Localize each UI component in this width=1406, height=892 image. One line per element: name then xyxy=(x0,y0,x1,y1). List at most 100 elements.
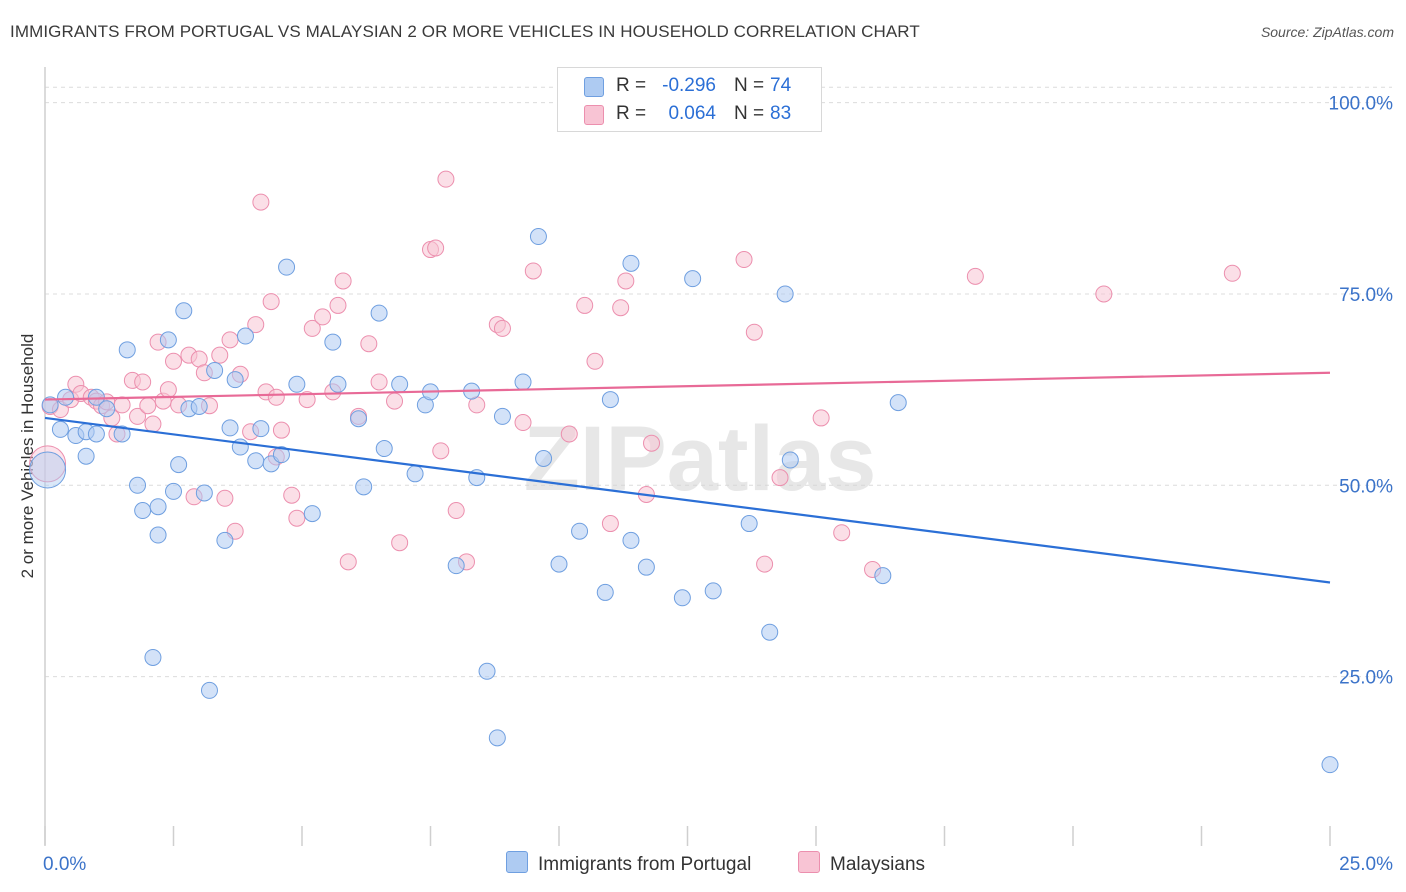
portugal-point xyxy=(288,375,306,393)
portugal-point xyxy=(406,465,424,483)
malaysians-point xyxy=(129,407,147,425)
series-swatch-blue xyxy=(506,851,528,873)
malaysians-point xyxy=(1095,285,1113,303)
portugal-point xyxy=(488,729,506,747)
legend-r-label: R = xyxy=(616,103,647,124)
malaysians-point xyxy=(617,272,635,290)
legend-n-value: 74 xyxy=(770,75,792,96)
portugal-point xyxy=(704,582,722,600)
portugal-point xyxy=(144,648,162,666)
malaysians-point xyxy=(134,373,152,391)
portugal-point xyxy=(622,254,640,272)
legend-n-value: 83 xyxy=(770,103,792,124)
malaysians-point xyxy=(437,170,455,188)
malaysians-point xyxy=(144,415,162,433)
portugal-point xyxy=(370,304,388,322)
legend-r-value: -0.296 xyxy=(662,75,716,96)
legend-n-label: N = xyxy=(734,103,765,124)
malaysians-point xyxy=(771,469,789,487)
malaysians-point xyxy=(514,414,532,432)
portugal-point xyxy=(87,425,105,443)
portugal-point xyxy=(200,681,218,699)
portugal-point xyxy=(206,361,224,379)
portugal-points xyxy=(29,228,1339,774)
malaysians-point xyxy=(812,409,830,427)
portugal-point xyxy=(493,407,511,425)
series-label-portugal: Immigrants from Portugal xyxy=(538,854,752,875)
portugal-point xyxy=(247,452,265,470)
malaysians-point xyxy=(216,489,234,507)
portugal-point xyxy=(165,482,182,500)
portugal-point xyxy=(1321,756,1339,774)
portugal-point xyxy=(113,425,131,443)
series-legend-portugal: Immigrants from Portugal xyxy=(506,851,751,876)
malaysians-point xyxy=(612,299,630,317)
malaysians-point xyxy=(370,373,388,391)
portugal-point xyxy=(303,505,321,523)
portugal-point xyxy=(889,394,907,412)
malaysians-point xyxy=(735,251,753,269)
portugal-point xyxy=(226,371,244,389)
portugal-point xyxy=(77,447,95,465)
portugal-point xyxy=(535,450,553,467)
portugal-point xyxy=(195,484,213,502)
y-tick-label: 75.0% xyxy=(1339,285,1393,306)
portugal-point xyxy=(221,419,239,437)
series-swatch-pink xyxy=(798,851,820,873)
malaysians-point xyxy=(576,296,594,314)
portugal-point xyxy=(98,400,116,418)
chart-title: IMMIGRANTS FROM PORTUGAL VS MALAYSIAN 2 … xyxy=(10,22,920,41)
portugal-point xyxy=(134,502,152,520)
portugal-point xyxy=(236,327,254,345)
portugal-point xyxy=(149,498,167,516)
malaysians-point xyxy=(329,296,347,314)
x-tick-label-start: 0.0% xyxy=(43,854,86,875)
malaysians-point xyxy=(113,396,131,414)
y-tick-label: 25.0% xyxy=(1339,668,1393,689)
legend-row-portugal: R = -0.296 N = 74 xyxy=(558,74,821,100)
portugal-point xyxy=(350,410,368,428)
malaysians-point xyxy=(386,392,404,410)
portugal-point xyxy=(190,397,208,415)
portugal-point xyxy=(571,522,589,540)
portugal-point xyxy=(781,451,799,469)
malaysians-point xyxy=(493,319,511,337)
malaysians-point xyxy=(267,388,285,406)
malaysians-point xyxy=(360,335,378,353)
portugal-point xyxy=(596,583,614,601)
portugal-point xyxy=(740,515,758,533)
malaysians-point xyxy=(252,193,270,211)
malaysians-point xyxy=(314,308,332,326)
malaysians-point xyxy=(966,267,984,285)
portugal-point xyxy=(601,391,619,409)
portugal-point xyxy=(278,258,296,276)
portugal-point xyxy=(118,341,136,359)
x-tick-label-end: 25.0% xyxy=(1339,854,1393,875)
malaysians-point xyxy=(447,502,465,520)
portugal-point xyxy=(874,567,892,585)
malaysians-point xyxy=(756,555,774,573)
legend-r-label: R = xyxy=(616,75,647,96)
malaysians-point xyxy=(560,425,578,443)
malaysians-point xyxy=(427,239,445,257)
malaysians-point xyxy=(524,262,542,280)
malaysians-point xyxy=(303,319,321,337)
malaysians-point xyxy=(586,352,604,370)
portugal-point xyxy=(529,228,547,246)
malaysians-point xyxy=(262,293,280,311)
portugal-point xyxy=(170,456,188,474)
malaysians-point xyxy=(391,534,409,552)
portugal-point xyxy=(159,331,177,349)
portugal-point xyxy=(622,531,640,549)
tick-labels: 25.0% 50.0% 75.0% 100.0% 0.0% 25.0% xyxy=(43,94,1393,875)
malaysians-point xyxy=(165,352,182,370)
portugal-point xyxy=(514,373,532,391)
legend-swatch-blue xyxy=(584,77,604,97)
portugal-point xyxy=(355,478,373,496)
correlation-legend: R = -0.296 N = 74 R = 0.064 N = 83 xyxy=(557,67,822,132)
source-label: Source: ZipAtlas.com xyxy=(1260,24,1394,40)
portugal-point xyxy=(391,375,409,393)
malaysians-point xyxy=(334,272,352,290)
portugal-point xyxy=(776,285,794,303)
